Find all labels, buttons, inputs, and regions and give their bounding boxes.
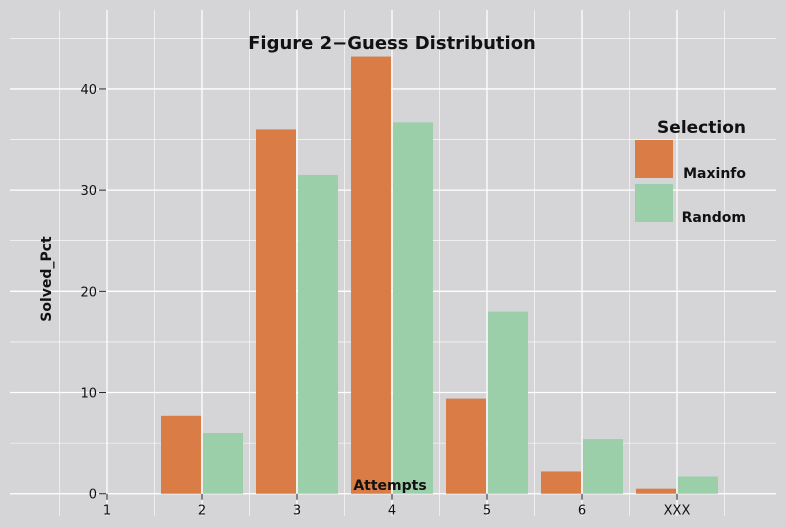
x-tick-label: 6 (578, 504, 586, 519)
bar-maxinfo-5 (446, 398, 486, 494)
legend-label-random: Random (682, 210, 746, 226)
bar-random-4 (393, 122, 433, 494)
bar-maxinfo-4 (351, 56, 391, 494)
y-tick-label: 20 (80, 285, 97, 300)
x-tick-label: XXX (664, 504, 691, 519)
bar-random-2 (203, 433, 243, 494)
bar-random-6 (583, 439, 623, 494)
y-tick-label: 0 (89, 488, 97, 503)
legend-swatch-maxinfo (635, 140, 673, 178)
x-tick-label: 2 (198, 504, 206, 519)
x-tick-label: 1 (103, 504, 111, 519)
bar-maxinfo-3 (256, 129, 296, 494)
bar-maxinfo-xxx (636, 488, 676, 494)
y-tick-label: 40 (80, 83, 97, 98)
axes: 0 10 20 30 40 1 2 3 4 5 6 XXX (80, 83, 690, 519)
bar-random-5 (488, 311, 528, 494)
legend-title: Selection (657, 118, 746, 138)
bar-random-3 (298, 174, 338, 494)
y-axis-label: Solved_Pct (39, 236, 55, 322)
x-tick-label: 3 (293, 504, 301, 519)
y-tick-label: 10 (80, 387, 97, 402)
y-tick-label: 30 (80, 184, 97, 199)
bars (161, 56, 718, 494)
legend-swatch-random (635, 184, 673, 222)
bar-random-xxx (678, 476, 718, 494)
legend-label-maxinfo: Maxinfo (683, 166, 746, 182)
bar-maxinfo-2 (161, 415, 201, 494)
x-tick-label: 5 (483, 504, 491, 519)
x-tick-label: 4 (388, 504, 396, 519)
x-axis-label: Attempts (353, 478, 426, 494)
legend: Selection Maxinfo Random (635, 118, 746, 226)
chart-title: Figure 2−Guess Distribution (248, 33, 536, 54)
bar-maxinfo-6 (541, 471, 581, 494)
